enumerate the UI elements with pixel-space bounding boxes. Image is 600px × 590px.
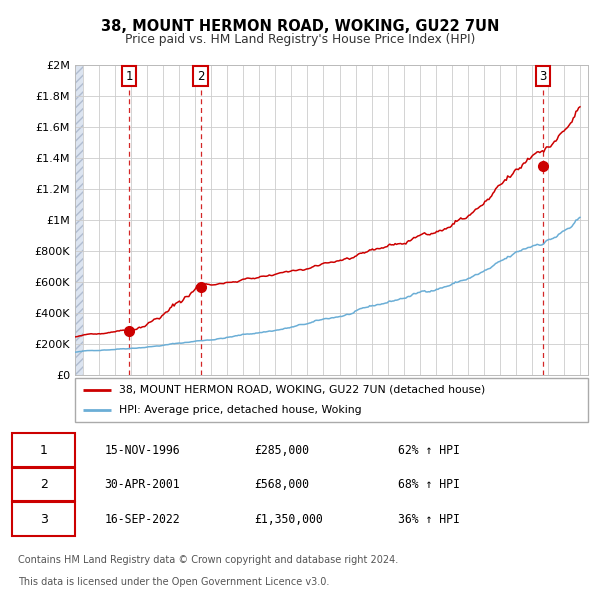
Bar xyxy=(75,65,83,375)
FancyBboxPatch shape xyxy=(12,434,76,467)
Text: £568,000: £568,000 xyxy=(254,478,309,491)
Text: £285,000: £285,000 xyxy=(254,444,309,457)
Text: HPI: Average price, detached house, Woking: HPI: Average price, detached house, Woki… xyxy=(119,405,361,415)
Text: £1,350,000: £1,350,000 xyxy=(254,513,323,526)
Text: 62% ↑ HPI: 62% ↑ HPI xyxy=(398,444,460,457)
FancyBboxPatch shape xyxy=(12,468,76,502)
Text: 30-APR-2001: 30-APR-2001 xyxy=(104,478,180,491)
Text: Price paid vs. HM Land Registry's House Price Index (HPI): Price paid vs. HM Land Registry's House … xyxy=(125,33,475,46)
Text: 68% ↑ HPI: 68% ↑ HPI xyxy=(398,478,460,491)
Text: 36% ↑ HPI: 36% ↑ HPI xyxy=(398,513,460,526)
Text: 1: 1 xyxy=(125,70,133,83)
Text: This data is licensed under the Open Government Licence v3.0.: This data is licensed under the Open Gov… xyxy=(18,577,329,587)
FancyBboxPatch shape xyxy=(75,378,588,422)
Text: 38, MOUNT HERMON ROAD, WOKING, GU22 7UN: 38, MOUNT HERMON ROAD, WOKING, GU22 7UN xyxy=(101,19,499,34)
Text: 16-SEP-2022: 16-SEP-2022 xyxy=(104,513,180,526)
Text: 38, MOUNT HERMON ROAD, WOKING, GU22 7UN (detached house): 38, MOUNT HERMON ROAD, WOKING, GU22 7UN … xyxy=(119,385,485,395)
Text: 2: 2 xyxy=(40,478,47,491)
FancyBboxPatch shape xyxy=(12,503,76,536)
Text: 15-NOV-1996: 15-NOV-1996 xyxy=(104,444,180,457)
Text: 1: 1 xyxy=(40,444,47,457)
Text: Contains HM Land Registry data © Crown copyright and database right 2024.: Contains HM Land Registry data © Crown c… xyxy=(18,555,398,565)
Text: 2: 2 xyxy=(197,70,204,83)
Text: 3: 3 xyxy=(40,513,47,526)
Text: 3: 3 xyxy=(539,70,547,83)
